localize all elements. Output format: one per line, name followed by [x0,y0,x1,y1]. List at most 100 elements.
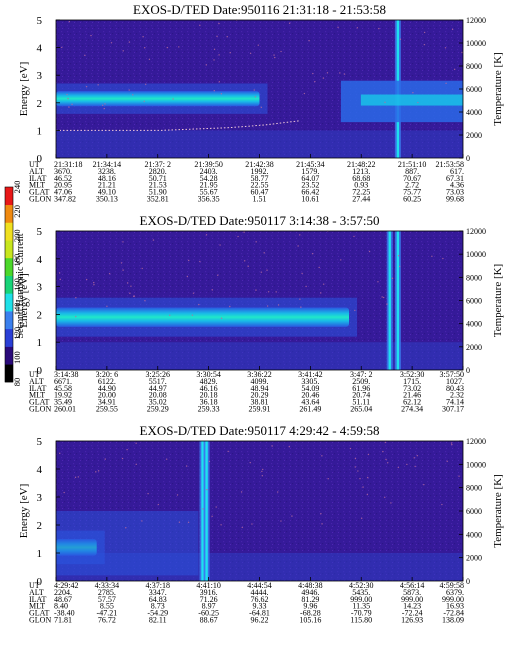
table-cell: 80.43 [446,384,464,393]
y2-tick-label: 0 [466,366,470,375]
noise-dot [367,476,369,479]
noise-dot [213,59,215,61]
colorbar-frame [4,186,14,383]
table-cell: 20.29 [251,391,269,400]
noise-dot [382,296,385,299]
table-row-label: ALT [29,167,44,176]
table-row-label: UT [29,581,40,590]
noise-dot [144,83,147,85]
noise-dot [320,512,322,515]
noise-dot [59,278,61,281]
table-cell: -60.25 [198,609,219,618]
table-cell: 76.62 [251,595,269,604]
colorbar-tick-label: 220 [12,205,22,218]
noise-dot [220,524,222,526]
noise-dot [130,285,132,287]
table-cell: 71.81 [54,616,72,625]
noise-dot [385,458,387,461]
table-cell: 999.00 [442,595,464,604]
noise-dot [384,101,386,104]
panel-3: EXOS-D/TED Date:950117 4:29:42 - 4:59:58… [18,423,504,625]
noise-dot [353,235,355,238]
noise-dot [216,35,218,38]
table-cell: 347.82 [54,195,76,204]
noise-dot [451,28,454,31]
table-cell: 4946. [301,588,319,597]
noise-dot [75,297,77,299]
table-cell: 54.28 [200,174,218,183]
noise-dot [229,52,231,54]
y2-tick-label: 10000 [466,250,486,259]
spike [396,231,400,370]
noise-dot [356,27,359,29]
table-cell: 105.16 [299,616,321,625]
y2-tick-label: 4000 [466,320,482,329]
table-cell: 4:37:18 [146,581,170,590]
table-cell: 887. [405,167,419,176]
noise-dot [366,493,369,496]
table-cell: 21:45:34 [296,160,324,169]
table-cell: 21:42:38 [245,160,273,169]
noise-dot [321,455,323,457]
table-row-label: UT [29,160,40,169]
table-cell: 21:53:58 [436,160,464,169]
noise-dot [58,272,61,274]
noise-dot [85,85,88,88]
noise-dot [122,241,124,243]
table-cell: 4:52:30 [349,581,373,590]
noise-dot [280,50,282,53]
table-cell: 21:34:14 [93,160,121,169]
table-cell: 356.35 [198,195,220,204]
table-cell: 20.46 [301,391,319,400]
table-cell: 43.64 [301,398,319,407]
noise-dot [135,442,137,444]
noise-dot [135,463,137,466]
noise-dot [327,478,329,480]
table-row-label: UT [29,370,40,379]
noise-dot [311,252,314,255]
noise-dot [104,458,106,460]
noise-dot [451,443,453,446]
table-cell: 50.71 [149,174,167,183]
noise-dot [354,457,357,460]
noise-dot [301,272,303,275]
noise-dot [441,503,443,506]
noise-dot [390,502,392,504]
table-cell: 4:56:14 [400,581,424,590]
noise-dot [247,265,249,267]
table-cell: 4:59:58 [440,581,464,590]
table-cell: 3:57:50 [440,370,464,379]
noise-dot [357,470,359,472]
table-cell: 76.72 [98,616,116,625]
table-cell: 23.52 [301,181,319,190]
noise-dot [220,317,223,319]
y2-tick-label: 0 [466,154,470,163]
noise-dot [93,284,95,286]
table-cell: 57.57 [98,595,116,604]
noise-dot [147,492,149,495]
colorbar-cell [5,293,13,312]
table-cell: 1.51 [253,195,267,204]
table-cell: 3347. [149,588,167,597]
table-cell: 6671. [54,377,72,386]
noise-dot [322,77,325,79]
noise-dot [141,267,143,270]
table-cell: 4:44:54 [247,581,271,590]
noise-dot [414,465,416,468]
noise-dot [442,257,444,260]
table-cell: -72.84 [443,609,464,618]
table-cell: 64.07 [301,174,319,183]
y-tick-label: 4 [37,464,43,476]
noise-dot [218,22,220,25]
table-cell: 55.67 [200,188,218,197]
noise-dot [354,466,356,468]
noise-dot [103,107,105,110]
noise-dot [399,38,402,40]
table-cell: 73.03 [446,188,464,197]
table-cell: 21:31:18 [54,160,82,169]
table-cell: 21:37: 2 [145,160,171,169]
table-cell: 352.81 [147,195,169,204]
table-cell: 73.02 [403,384,421,393]
table-cell: 350.13 [96,195,118,204]
table-cell: 3238. [98,167,116,176]
